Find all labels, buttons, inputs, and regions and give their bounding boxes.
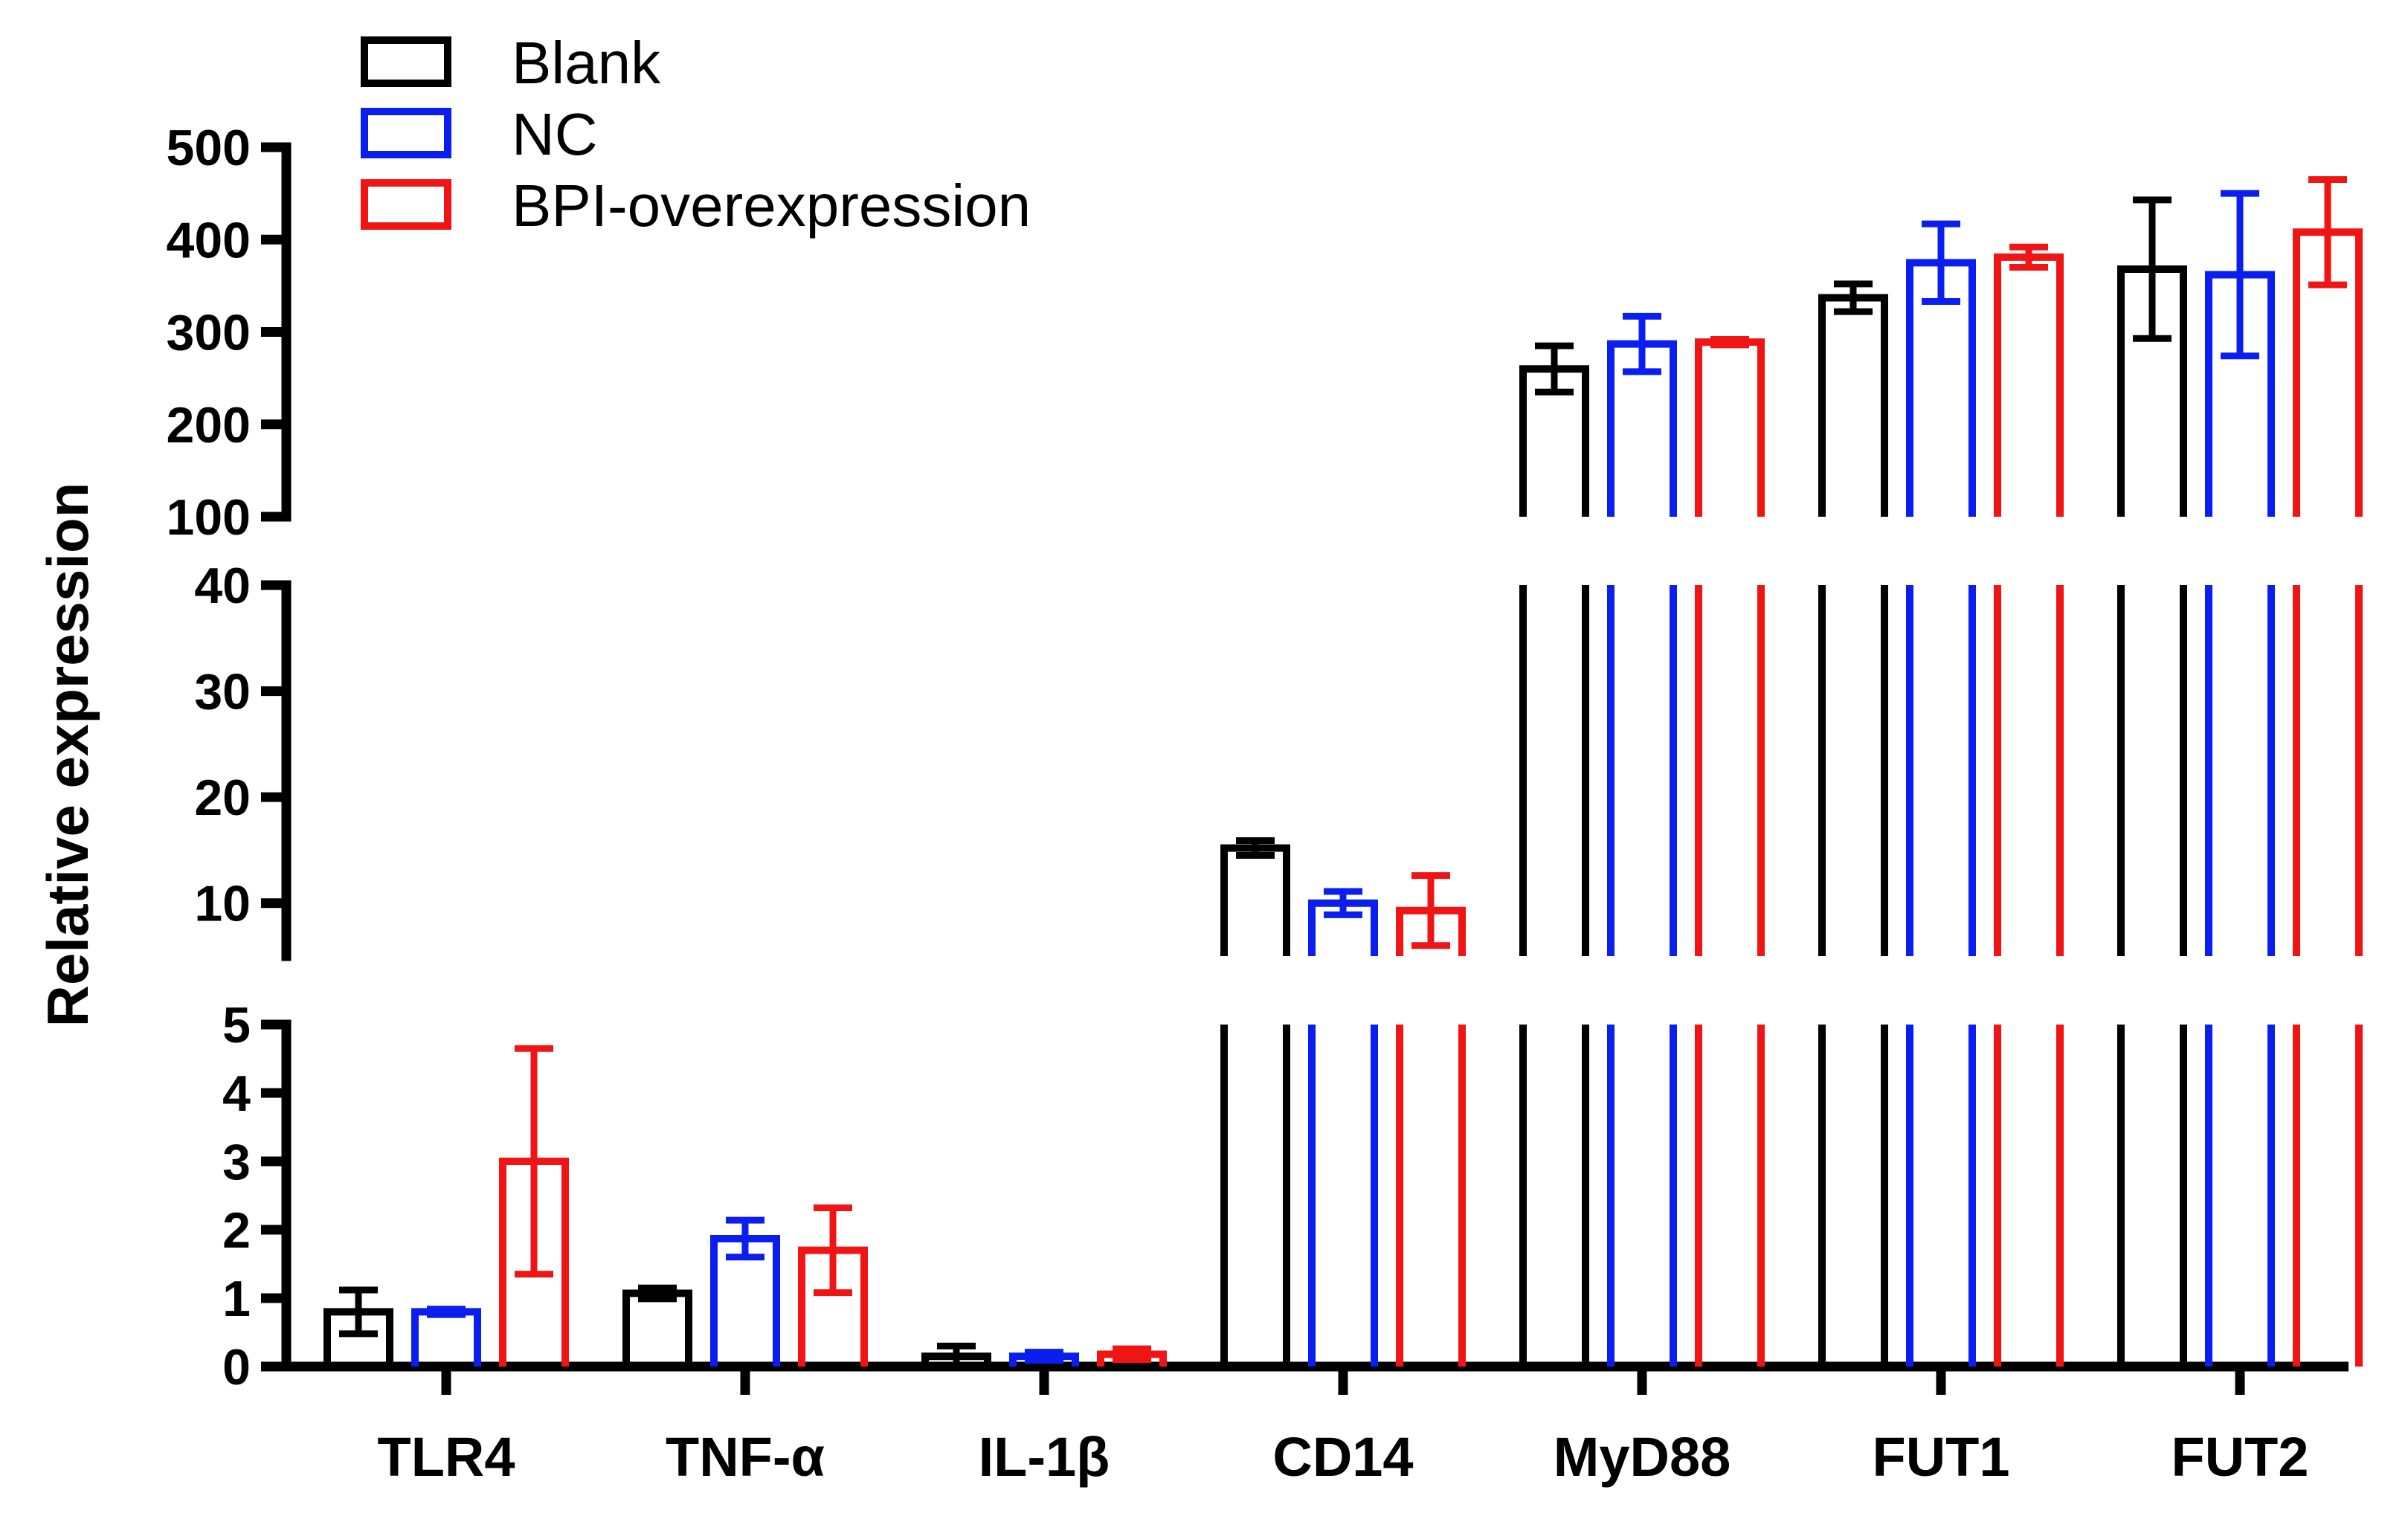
y-tick-label: 20 <box>194 770 251 826</box>
y-tick-label: 30 <box>194 664 251 720</box>
y-tick-label: 10 <box>194 876 251 932</box>
bar-bpi-overexpression <box>2293 1025 2363 1367</box>
bar-blank <box>622 1289 692 1367</box>
x-category-label: FUT2 <box>2172 1426 2309 1488</box>
x-category-label: IL-1β <box>979 1426 1110 1488</box>
bar-blank <box>1818 585 1888 956</box>
y-tick-label: 500 <box>167 120 251 176</box>
legend-label: Blank <box>512 30 661 96</box>
y-tick-label: 2 <box>222 1202 251 1259</box>
y-tick-label: 4 <box>222 1065 251 1122</box>
y-tick-label: 400 <box>167 212 251 268</box>
bar-nc <box>1607 585 1677 956</box>
bar-blank <box>1818 1025 1888 1367</box>
y-tick-label: 1 <box>222 1271 251 1327</box>
bar-nc <box>2205 585 2275 956</box>
bar-nc <box>411 1308 481 1367</box>
bar-bpi-overexpression <box>1695 1025 1765 1367</box>
bar-bpi-overexpression <box>2293 585 2363 956</box>
bar-bpi-overexpression <box>1695 585 1765 956</box>
y-tick-label: 5 <box>222 997 251 1054</box>
x-category-label: MyD88 <box>1554 1426 1731 1488</box>
x-category-label: FUT1 <box>1873 1426 2010 1488</box>
bar-blank <box>1220 1025 1290 1367</box>
bar-nc <box>1607 1025 1677 1367</box>
x-category-label: TLR4 <box>378 1426 515 1488</box>
bar-nc <box>2205 1025 2275 1367</box>
y-tick-label: 300 <box>167 305 251 361</box>
bar-bpi-overexpression <box>1396 1025 1466 1367</box>
x-category-label: CD14 <box>1272 1426 1413 1488</box>
bar-nc <box>1308 1025 1378 1367</box>
y-tick-label: 100 <box>167 489 251 546</box>
bar-nc <box>1906 1025 1976 1367</box>
bar-blank <box>2117 585 2187 956</box>
y-tick-label: 3 <box>222 1134 251 1190</box>
legend-swatch <box>361 36 451 87</box>
y-tick-label: 40 <box>194 558 251 614</box>
legend-label: NC <box>512 101 598 167</box>
legend-swatch <box>361 108 451 158</box>
x-category-label: TNF-α <box>666 1426 825 1488</box>
bar-bpi-overexpression <box>1994 253 2064 517</box>
bar-blank <box>1519 585 1589 956</box>
y-axis-title: Relative expression <box>35 483 100 1028</box>
legend-swatch <box>361 179 451 230</box>
bar-blank <box>1519 1025 1589 1367</box>
bar-nc <box>1906 585 1976 956</box>
bar-bpi-overexpression <box>1994 1025 2064 1367</box>
bar-blank <box>2117 1025 2187 1367</box>
bar-bpi-overexpression <box>1994 585 2064 956</box>
y-tick-label: 200 <box>167 397 251 454</box>
y-tick-label: 0 <box>222 1339 251 1396</box>
bar-blank <box>1220 844 1290 956</box>
bar-bpi-overexpression <box>1695 338 1765 517</box>
bar-blank <box>1818 294 1888 517</box>
legend-label: BPI-overexpression <box>512 172 1031 239</box>
